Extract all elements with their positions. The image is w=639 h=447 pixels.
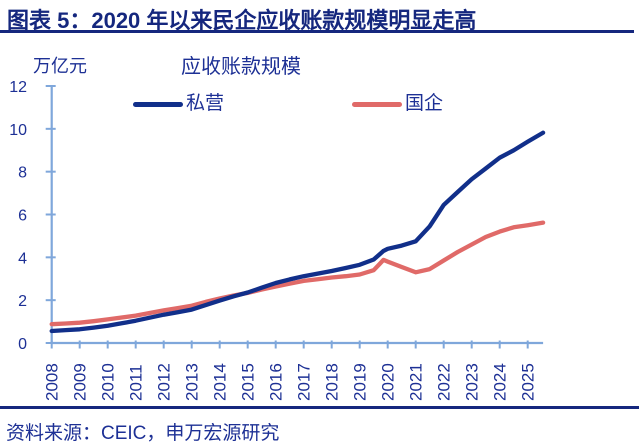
y-tick-label: 12 xyxy=(9,79,27,96)
figure-title: 图表 5：2020 年以来民企应收账款规模明显走高 xyxy=(7,8,477,33)
x-tick-label: 2022 xyxy=(435,363,454,401)
x-tick-label: 2012 xyxy=(155,363,174,401)
x-tick-label: 2010 xyxy=(99,363,118,401)
x-tick-label: 2008 xyxy=(43,363,62,401)
series-line-soe xyxy=(49,220,546,327)
y-tick-label: 6 xyxy=(18,208,27,225)
legend-swatch-private xyxy=(133,101,183,107)
y-tick-label: 8 xyxy=(18,165,27,182)
legend-item-private: 私营 xyxy=(133,93,224,115)
footer-divider xyxy=(0,406,639,409)
series-line-private xyxy=(49,130,546,334)
y-tick-label: 2 xyxy=(18,293,27,310)
x-tick-label: 2013 xyxy=(183,363,202,401)
header-divider xyxy=(0,30,634,33)
x-tick-label: 2015 xyxy=(239,363,258,401)
x-tick-label: 2024 xyxy=(491,363,510,401)
legend-swatch-soe xyxy=(352,101,402,107)
legend-item-soe: 国企 xyxy=(352,93,443,115)
x-tick-label: 2020 xyxy=(379,363,398,401)
x-tick-label: 2014 xyxy=(211,363,230,401)
x-tick-label: 2016 xyxy=(267,363,286,401)
y-tick-label: 4 xyxy=(18,250,27,267)
chart-title: 应收账款规模 xyxy=(181,56,301,78)
y-tick-label: 10 xyxy=(9,122,27,139)
x-tick-label: 2009 xyxy=(71,363,90,401)
x-tick-label: 2025 xyxy=(519,363,538,401)
legend-label-private: 私营 xyxy=(186,93,225,114)
y-tick-label: 0 xyxy=(18,336,27,353)
x-tick-label: 2018 xyxy=(323,363,342,401)
x-tick-label: 2017 xyxy=(295,363,314,401)
y-axis-unit-label: 万亿元 xyxy=(33,56,87,76)
x-tick-label: 2019 xyxy=(351,363,370,401)
legend-label-soe: 国企 xyxy=(405,93,444,114)
x-tick-label: 2011 xyxy=(127,364,146,401)
source-note: 资料来源：CEIC，申万宏源研究 xyxy=(6,423,280,444)
x-tick-label: 2023 xyxy=(463,363,482,401)
x-tick-label: 2021 xyxy=(407,363,426,401)
